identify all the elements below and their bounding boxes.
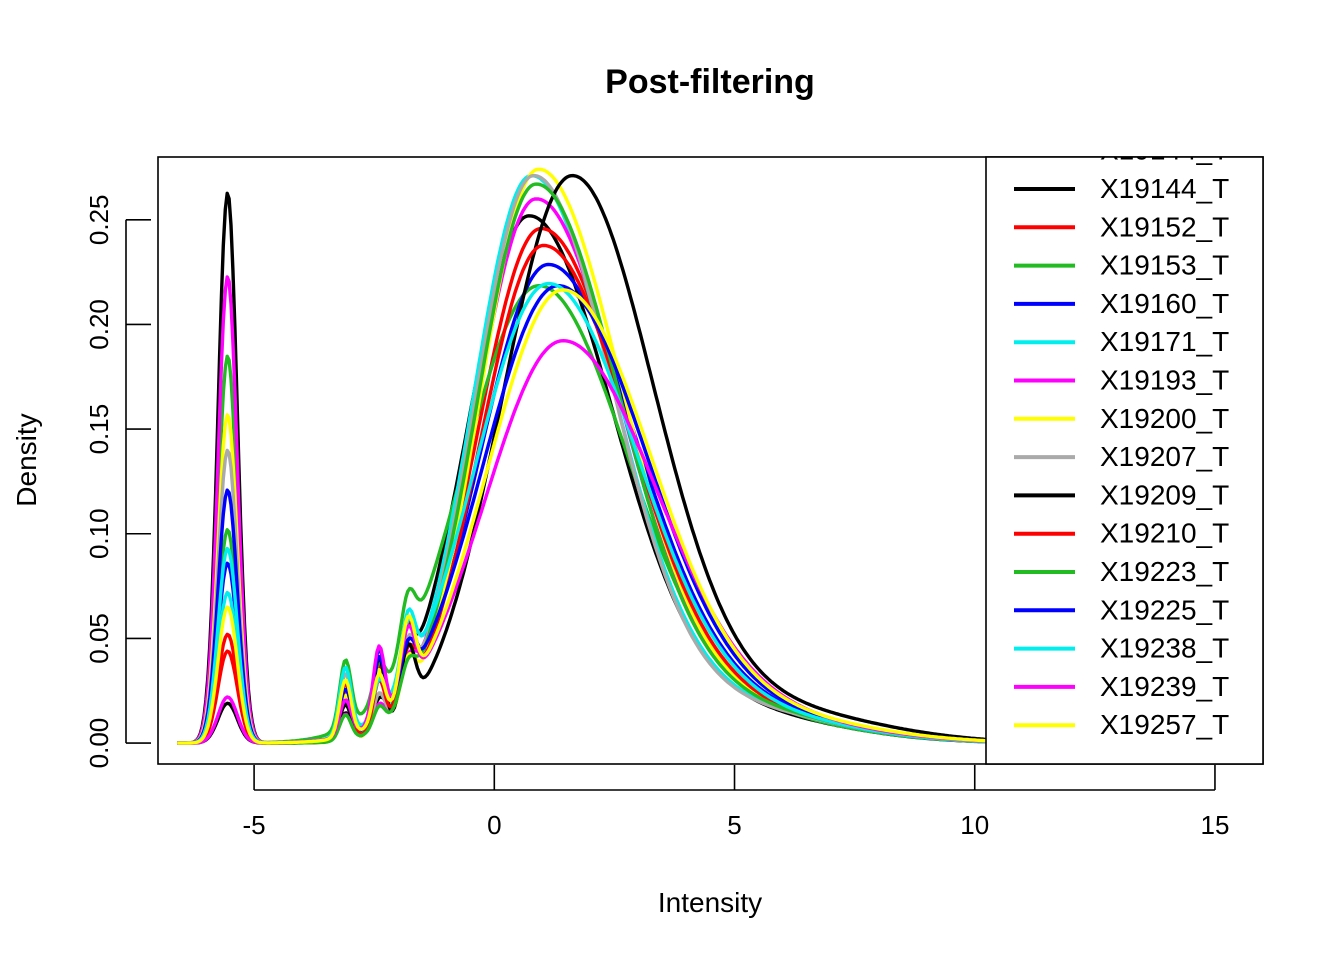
y-tick-label: 0.05 — [84, 613, 114, 664]
legend-label-X19160_T: X19160_T — [1100, 288, 1229, 319]
y-tick-label: 0.25 — [84, 194, 114, 245]
legend-label-X19207_T: X19207_T — [1100, 441, 1229, 472]
y-tick-label: 0.20 — [84, 299, 114, 350]
y-tick-label: 0.00 — [84, 718, 114, 769]
legend-label-X19209_T: X19209_T — [1100, 479, 1229, 510]
x-tick-label: 0 — [487, 810, 501, 840]
legend: X19144_T X19144_T X19152_T X19153_T X19160_T… — [985, 135, 1264, 765]
y-tick-label: 0.10 — [84, 508, 114, 559]
chart-title: Post-filtering — [605, 63, 815, 101]
legend-label-X19152_T: X19152_T — [1100, 211, 1229, 242]
legend-label-X19257_T: X19257_T — [1100, 709, 1229, 740]
legend-items: X19144_T X19144_T X19152_T X19153_T X19160_T… — [1014, 135, 1229, 740]
legend-label-X19144_T: X19144_T — [1100, 173, 1229, 204]
x-tick-label: 5 — [727, 810, 741, 840]
legend-label-partial: X19144_T — [1100, 135, 1229, 166]
legend-label-X19171_T: X19171_T — [1100, 326, 1229, 357]
legend-label-X19238_T: X19238_T — [1100, 633, 1229, 664]
axes-layer: -5 0 5 10 15 0.00 0.05 0.10 0.15 0.20 0.25 — [84, 156, 1264, 840]
x-tick-label: 10 — [960, 810, 989, 840]
legend-label-X19223_T: X19223_T — [1100, 556, 1229, 587]
legend-border — [985, 156, 1264, 765]
x-axis-label: Intensity — [658, 887, 762, 918]
legend-label-X19193_T: X19193_T — [1100, 365, 1229, 396]
legend-label-X19200_T: X19200_T — [1100, 403, 1229, 434]
y-axis-label: Density — [11, 413, 42, 506]
legend-label-X19239_T: X19239_T — [1100, 671, 1229, 702]
x-tick-label: -5 — [243, 810, 266, 840]
legend-background — [986, 157, 1263, 764]
legend-label-X19210_T: X19210_T — [1100, 518, 1229, 549]
y-tick-label: 0.15 — [84, 404, 114, 455]
x-tick-label: 15 — [1200, 810, 1229, 840]
legend-label-X19225_T: X19225_T — [1100, 594, 1229, 625]
legend-label-X19153_T: X19153_T — [1100, 250, 1229, 281]
